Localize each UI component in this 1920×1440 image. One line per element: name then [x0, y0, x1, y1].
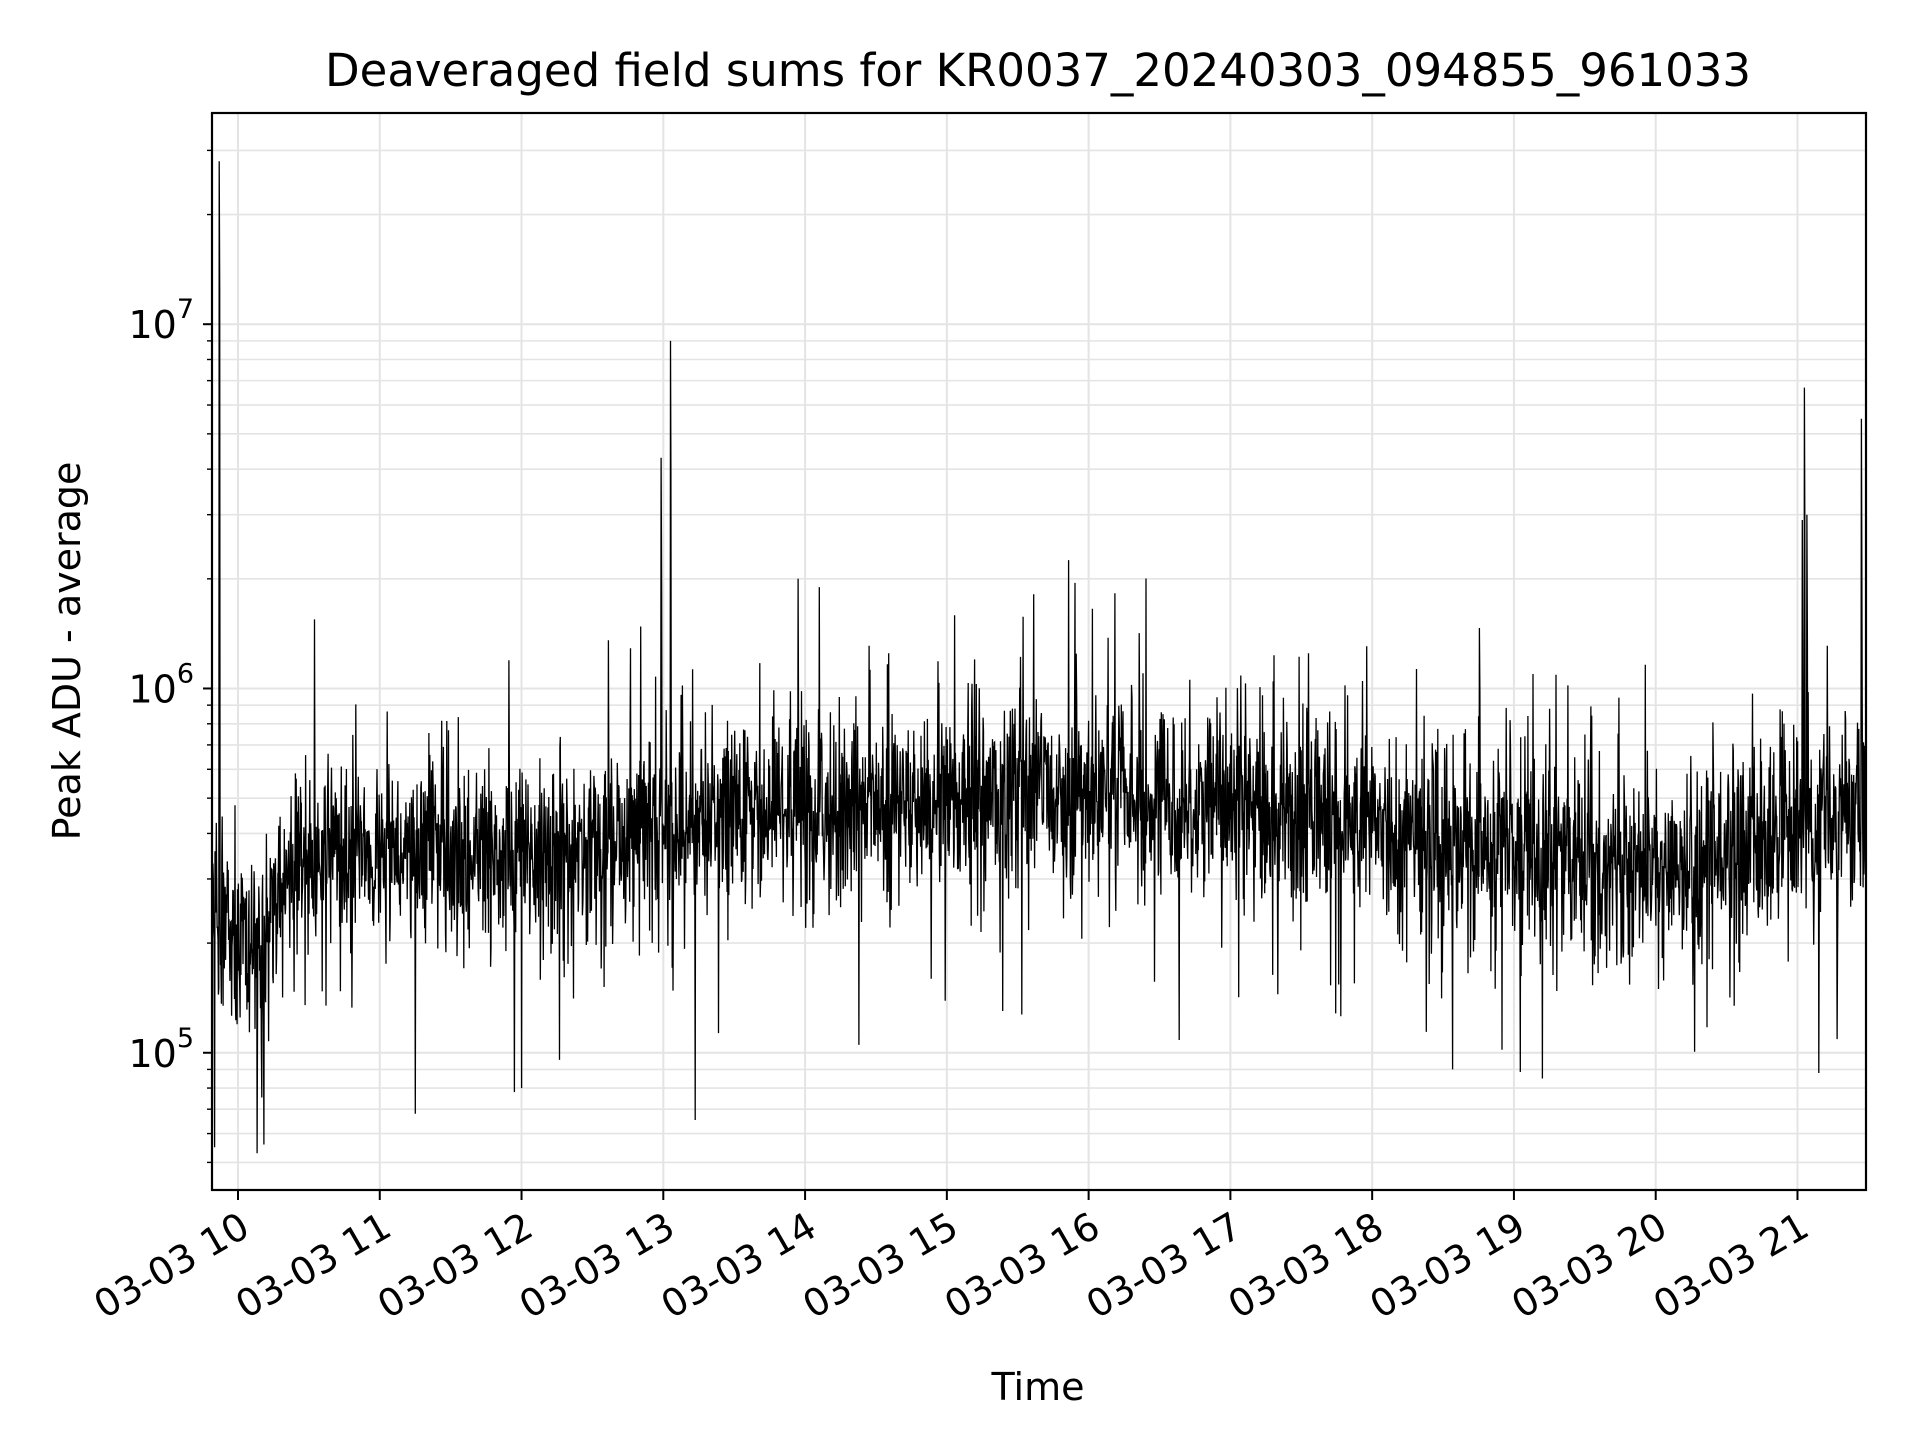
y-tick-base: 10 — [128, 303, 176, 347]
x-axis-label: Time — [991, 1365, 1085, 1409]
y-tick-exponent: 6 — [177, 658, 194, 689]
y-axis-label: Peak ADU - average — [45, 462, 89, 841]
y-tick-exponent: 5 — [177, 1023, 194, 1054]
y-tick-base: 10 — [128, 1032, 176, 1076]
series-line — [211, 161, 1867, 1154]
plot-frame — [210, 111, 1868, 1192]
chart-title: Deaveraged field sums for KR0037_2024030… — [325, 44, 1751, 97]
series-layer — [211, 161, 1867, 1154]
y-tick-exponent: 7 — [177, 294, 194, 325]
y-tick-label: 107 — [128, 294, 194, 347]
y-tick-label: 106 — [128, 658, 194, 711]
y-tick-label: 105 — [128, 1023, 194, 1076]
y-tick-base: 10 — [128, 667, 176, 711]
